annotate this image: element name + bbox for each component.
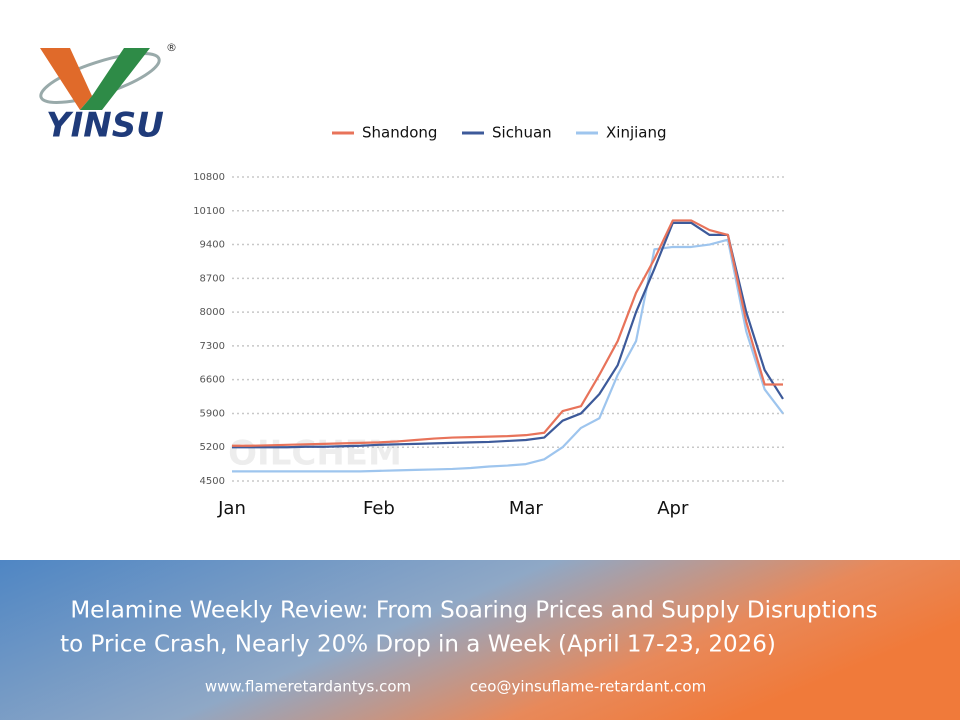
x-tick-label: Mar bbox=[509, 498, 544, 519]
logo-registered: ® bbox=[166, 41, 177, 54]
logo-name: YINSU bbox=[46, 106, 164, 146]
y-tick-label: 5200 bbox=[200, 442, 225, 453]
email: ceo@yinsuflame-retardant.com bbox=[470, 678, 706, 696]
series-line bbox=[232, 238, 784, 473]
banner bbox=[0, 560, 960, 720]
y-tick-label: 7300 bbox=[200, 341, 225, 352]
legend-label: Xinjiang bbox=[606, 124, 667, 142]
website: www.flameretardantys.com bbox=[205, 678, 411, 696]
headline-line: Melamine Weekly Review: From Soaring Pri… bbox=[70, 598, 877, 624]
y-tick-label: 8000 bbox=[200, 307, 225, 318]
y-tick-label: 5900 bbox=[200, 408, 225, 419]
watermark: OILCHEM bbox=[228, 434, 402, 474]
legend-label: Shandong bbox=[362, 124, 437, 142]
series-line bbox=[232, 219, 783, 447]
y-tick-label: 8700 bbox=[200, 273, 225, 284]
x-tick-label: Feb bbox=[363, 498, 395, 519]
logo-v-left bbox=[40, 48, 92, 110]
logo-v-right bbox=[80, 48, 150, 110]
y-tick-label: 10800 bbox=[193, 172, 225, 183]
y-tick-label: 9400 bbox=[200, 240, 225, 251]
legend-label: Sichuan bbox=[492, 124, 552, 142]
y-tick-label: 6600 bbox=[200, 375, 225, 386]
y-tick-label: 10100 bbox=[193, 206, 225, 217]
logo: YINSU ® bbox=[39, 41, 177, 146]
y-tick-label: 4500 bbox=[200, 476, 225, 487]
background bbox=[0, 0, 960, 560]
headline-line: to Price Crash, Nearly 20% Drop in a Wee… bbox=[60, 632, 776, 658]
series-line bbox=[232, 221, 784, 449]
x-tick-label: Jan bbox=[217, 498, 246, 519]
x-tick-label: Apr bbox=[657, 498, 689, 519]
